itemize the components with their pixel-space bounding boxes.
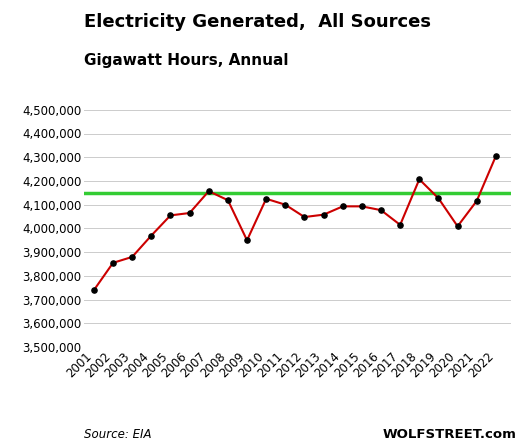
- Point: [223, 197, 232, 204]
- Point: [377, 206, 385, 214]
- Point: [128, 253, 136, 260]
- Point: [319, 211, 328, 218]
- Point: [109, 259, 117, 267]
- Text: WOLFSTREET.com: WOLFSTREET.com: [383, 428, 516, 441]
- Point: [300, 214, 309, 221]
- Point: [338, 203, 347, 210]
- Point: [434, 195, 443, 202]
- Text: Source: EIA: Source: EIA: [84, 428, 152, 441]
- Point: [147, 232, 155, 239]
- Point: [358, 203, 366, 210]
- Text: Electricity Generated,  All Sources: Electricity Generated, All Sources: [84, 13, 431, 31]
- Point: [453, 223, 462, 230]
- Point: [281, 201, 289, 208]
- Point: [492, 153, 500, 160]
- Point: [473, 197, 481, 204]
- Point: [396, 221, 404, 228]
- Point: [166, 212, 174, 219]
- Point: [243, 237, 251, 244]
- Text: Gigawatt Hours, Annual: Gigawatt Hours, Annual: [84, 53, 289, 69]
- Point: [186, 210, 194, 217]
- Point: [262, 195, 270, 202]
- Point: [90, 287, 98, 294]
- Point: [415, 176, 424, 183]
- Point: [204, 188, 213, 195]
